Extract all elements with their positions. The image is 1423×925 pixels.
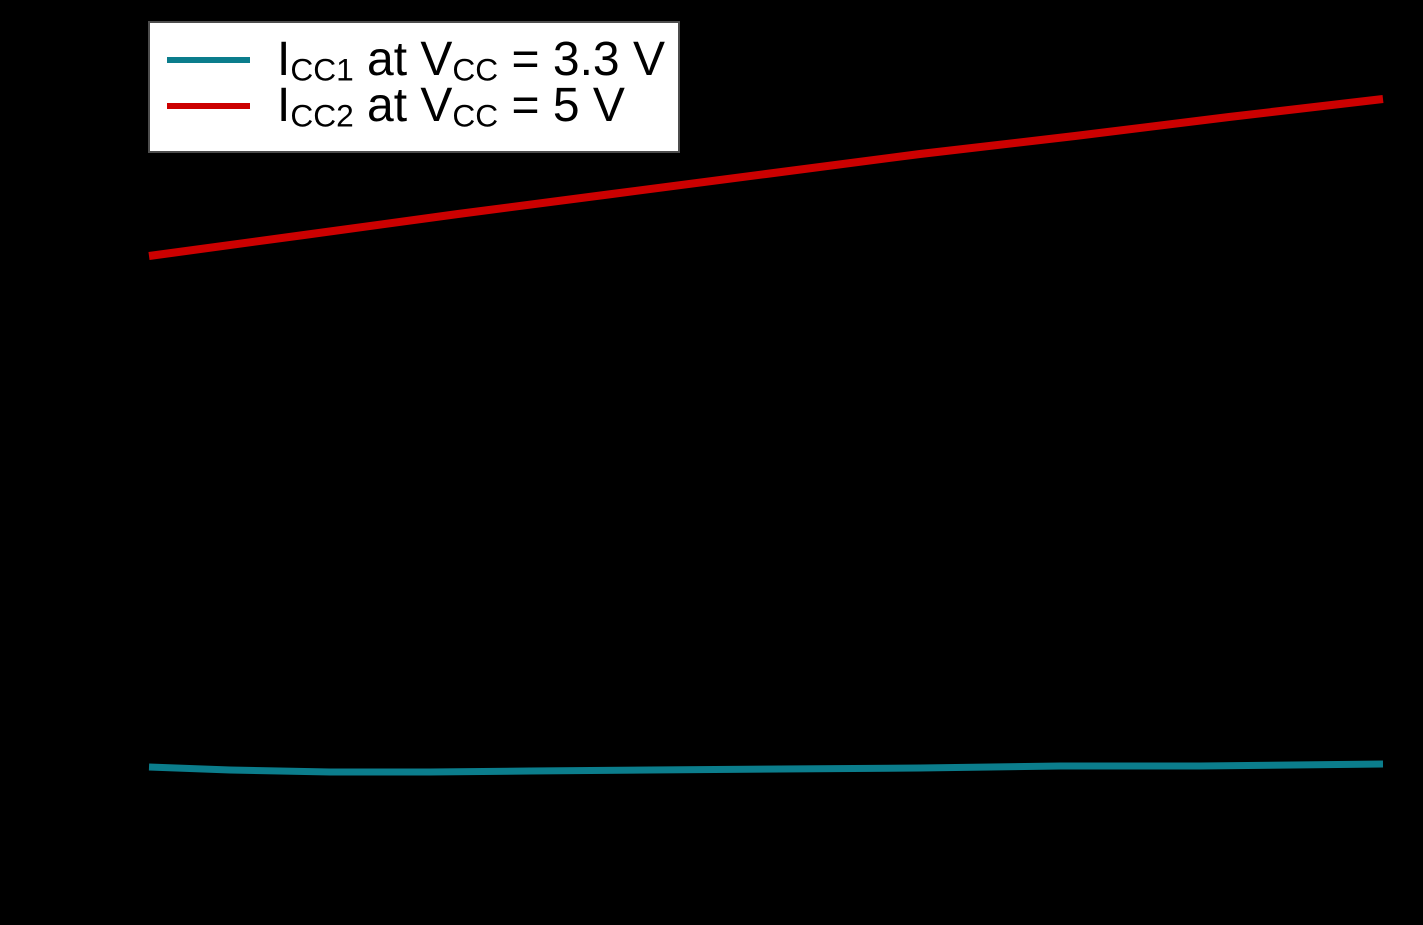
icc2-series-swatch [167, 103, 250, 109]
legend-label-icc1: ICC1 at VCC = 3.3 V [277, 33, 665, 88]
legend-label-icc2: ICC2 at VCC = 5 V [277, 79, 625, 134]
icc1-series-line [148, 760, 1384, 776]
icc2-series-line [148, 95, 1384, 260]
icc1-series-swatch [167, 57, 250, 63]
legend-item-icc2: ICC2 at VCC = 5 V [167, 79, 678, 134]
legend: ICC1 at VCC = 3.3 V ICC2 at VCC = 5 V [148, 21, 680, 153]
legend-item-icc1: ICC1 at VCC = 3.3 V [167, 33, 678, 88]
